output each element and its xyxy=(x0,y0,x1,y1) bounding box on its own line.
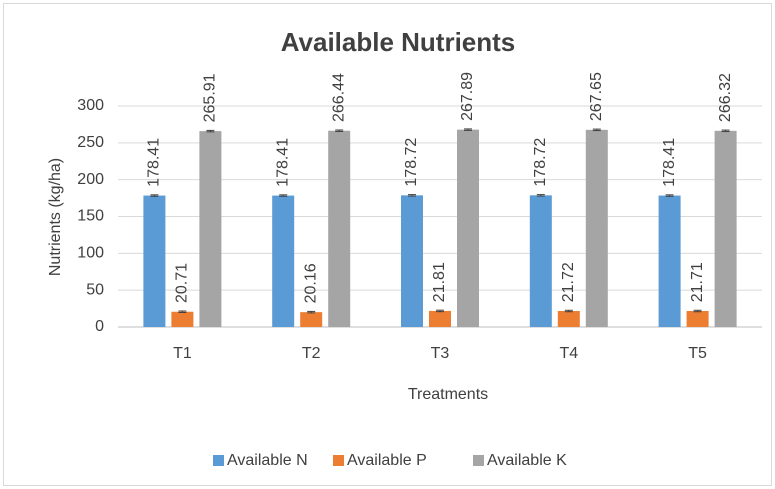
error-bar xyxy=(693,309,702,313)
x-tick-label: T5 xyxy=(688,345,707,362)
bar xyxy=(658,195,681,327)
data-label: 267.65 xyxy=(588,72,605,121)
chart-frame xyxy=(3,3,772,486)
legend-swatch xyxy=(333,455,344,466)
bar xyxy=(714,130,737,327)
data-label: 20.16 xyxy=(302,263,319,303)
bar xyxy=(529,195,552,327)
bar xyxy=(272,195,295,327)
legend-swatch xyxy=(213,455,224,466)
y-tick-label: 200 xyxy=(77,171,104,188)
y-tick-label: 0 xyxy=(95,318,104,335)
data-label: 21.71 xyxy=(689,262,706,302)
data-label: 178.41 xyxy=(661,138,678,187)
bar xyxy=(457,129,479,327)
x-tick-label: T4 xyxy=(559,345,578,362)
error-bar xyxy=(536,194,545,197)
legend-swatch xyxy=(473,455,484,466)
error-bar xyxy=(206,129,215,133)
x-tick-label: T1 xyxy=(173,345,192,362)
data-label: 178.72 xyxy=(532,138,549,187)
data-label: 267.89 xyxy=(459,72,476,121)
data-label: 266.44 xyxy=(330,73,347,122)
error-bar xyxy=(436,309,444,313)
y-tick-label: 150 xyxy=(77,208,104,225)
legend-label: Available K xyxy=(487,452,567,469)
error-bar xyxy=(307,310,316,314)
data-label: 21.72 xyxy=(560,262,577,302)
error-bar xyxy=(665,194,674,197)
x-tick-label: T2 xyxy=(302,345,321,362)
bar xyxy=(557,310,580,327)
data-label: 21.81 xyxy=(431,262,448,302)
bar xyxy=(429,310,451,327)
error-bar xyxy=(408,194,416,197)
data-label: 178.41 xyxy=(274,138,291,187)
error-bar xyxy=(464,128,472,131)
y-axis-title: Nutrients (kg/ha) xyxy=(47,158,64,276)
y-tick-label: 300 xyxy=(77,97,104,114)
error-bar xyxy=(150,194,159,197)
chart-title: Available Nutrients xyxy=(281,27,516,57)
data-label: 266.32 xyxy=(717,73,734,122)
bar xyxy=(300,312,323,327)
bar xyxy=(328,130,351,327)
x-axis-title: Treatments xyxy=(408,386,488,403)
bar xyxy=(401,195,423,327)
y-tick-label: 100 xyxy=(77,245,104,262)
error-bar xyxy=(592,128,601,132)
legend-label: Available N xyxy=(227,452,308,469)
bar xyxy=(585,129,608,327)
data-label: 178.41 xyxy=(146,138,163,187)
bar xyxy=(143,195,166,327)
bar xyxy=(199,131,222,327)
error-bar xyxy=(279,194,288,197)
error-bar xyxy=(721,129,730,133)
error-bar xyxy=(178,310,187,313)
data-label: 178.72 xyxy=(403,138,420,187)
bar xyxy=(171,311,194,327)
data-label: 265.91 xyxy=(202,73,219,122)
data-label: 20.71 xyxy=(174,263,191,303)
bar xyxy=(686,311,709,327)
legend-label: Available P xyxy=(347,452,427,469)
error-bar xyxy=(335,129,344,132)
y-tick-label: 50 xyxy=(86,281,104,298)
error-bar xyxy=(564,309,573,313)
y-tick-label: 250 xyxy=(77,134,104,151)
x-tick-label: T3 xyxy=(431,345,450,362)
